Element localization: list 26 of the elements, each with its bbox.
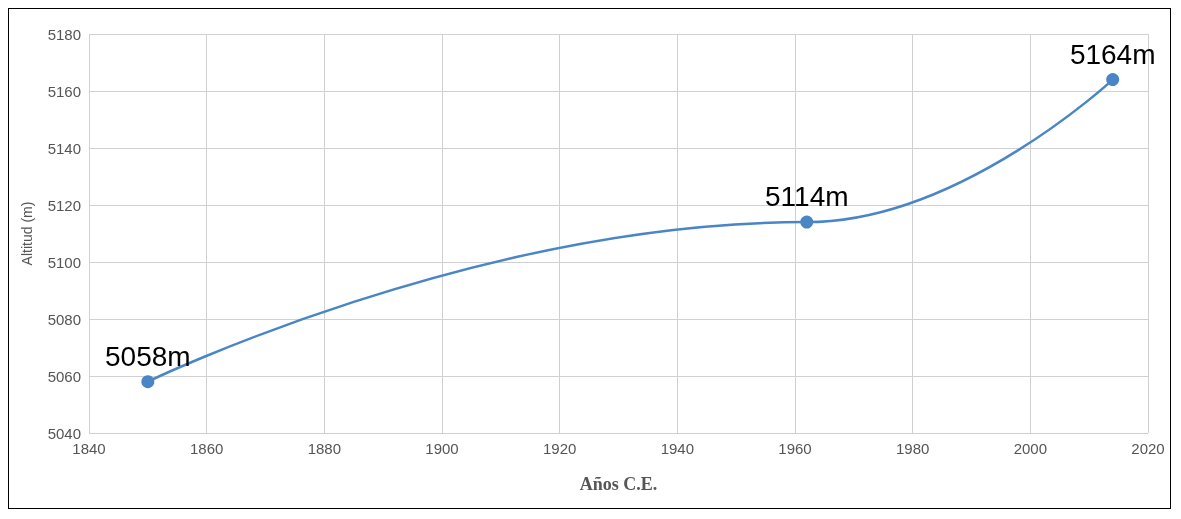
data-label: 5164m (1069, 38, 1156, 70)
y-tick-label: 5080 (47, 310, 81, 328)
x-tick-label: 2000 (1013, 440, 1048, 457)
point (1106, 73, 1120, 87)
y-tick-label: 5120 (47, 196, 81, 214)
x-tick-label: 1900 (425, 440, 459, 457)
x-tick-label: 1860 (189, 440, 224, 457)
x-tick-label: 1920 (542, 440, 577, 457)
y-tick-label: 5160 (47, 82, 81, 100)
x-tick-label: 1880 (307, 440, 342, 457)
point (800, 215, 814, 229)
point (141, 375, 155, 389)
y-tick-label: 5140 (47, 139, 81, 157)
x-tick-label: 1940 (660, 440, 695, 457)
x-tick-label: 2020 (1131, 440, 1165, 457)
y-axis-title: Altitud (m) (19, 201, 35, 266)
y-tick-label: 5040 (47, 424, 81, 442)
x-axis-title: Años C.E. (579, 474, 658, 494)
data-label: 5114m (764, 181, 849, 213)
data-label: 5058m (105, 340, 191, 372)
y-tick-label: 5100 (47, 253, 81, 271)
y-tick-label: 5060 (47, 367, 81, 385)
x-tick-label: 1960 (778, 440, 812, 457)
x-tick-label: 1980 (895, 440, 930, 457)
x-tick-label: 1840 (72, 440, 106, 457)
y-tick-label: 5180 (47, 25, 81, 43)
